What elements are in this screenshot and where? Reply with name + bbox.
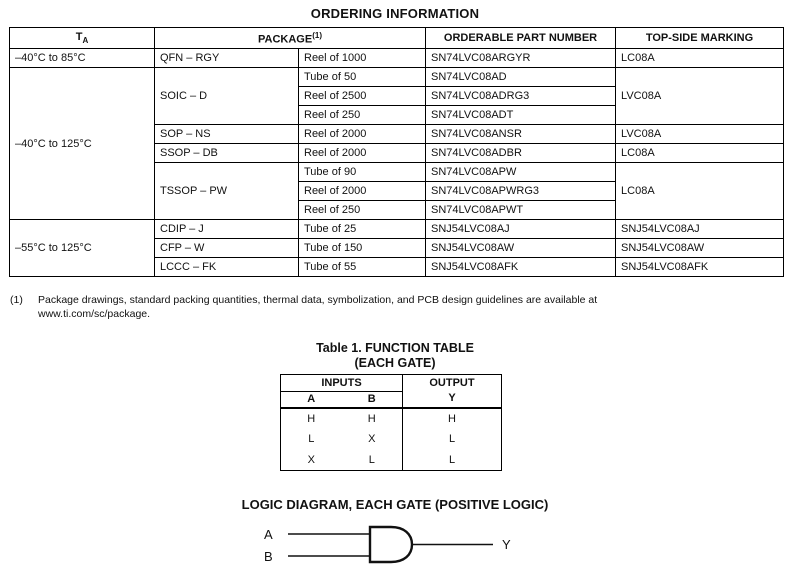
function-table-title-line2: (EACH GATE): [354, 356, 436, 370]
input-a-label: A: [264, 527, 273, 542]
marking-cell: LC08A: [615, 143, 785, 163]
output-value: L: [402, 449, 502, 471]
output-header: OUTPUT Y: [402, 374, 502, 409]
ta-cell: –55°C to 125°C: [9, 219, 155, 277]
output-header-label: OUTPUT: [429, 376, 475, 389]
marking-cell: LC08A: [615, 48, 785, 68]
package-header-footnote-ref: (1): [312, 30, 322, 40]
table-row: TSSOP – PW Tube of 90 SN74LVC08APW LC08A: [10, 162, 785, 220]
package-cell: TSSOP – PW: [154, 162, 299, 220]
package-cell: LCCC – FK: [154, 257, 299, 277]
inputs-header: INPUTS: [280, 374, 403, 392]
part-number-cell: SNJ54LVC08AW: [425, 238, 617, 258]
part-number-cell: SN74LVC08APWRG3: [425, 181, 617, 201]
input-b-header: B: [341, 391, 403, 409]
package-header: PACKAGE(1): [153, 27, 427, 49]
ta-cell: –40°C to 85°C: [9, 48, 155, 68]
quantity-cell: Reel of 2000: [297, 181, 427, 201]
quantity-cell: Tube of 25: [297, 219, 427, 239]
package-cell: SOP – NS: [154, 124, 299, 144]
quantity-cell: Tube of 90: [297, 162, 427, 182]
table-row: Reel of 250 SN74LVC08ADT: [10, 105, 784, 125]
function-table-row: X L L: [281, 449, 502, 471]
input-a-value: L: [308, 433, 315, 445]
table-row: Reel of 2500 SN74LVC08ADRG3: [10, 86, 784, 106]
table-row: –40°C to 85°C QFN – RGY Reel of 1000 SN7…: [9, 48, 785, 68]
ordering-header-row: TA PACKAGE(1) ORDERABLE PART NUMBER TOP-…: [9, 27, 785, 49]
input-b-value: L: [368, 453, 375, 466]
part-number-cell: SN74LVC08APWT: [425, 200, 617, 220]
input-b-value: H: [367, 412, 376, 425]
ta-cell: –40°C to 125°C: [9, 67, 155, 220]
ta-header: TA: [9, 27, 155, 49]
part-number-cell: SN74LVC08ARGYR: [425, 48, 617, 68]
output-value: H: [402, 407, 502, 429]
marking-cell: LVC08A: [615, 67, 785, 125]
ordering-information-title: ORDERING INFORMATION: [310, 6, 480, 21]
quantity-cell: Tube of 55: [297, 257, 427, 277]
part-number-cell: SN74LVC08ADBR: [425, 143, 617, 163]
function-table-subheader-row: A B: [280, 391, 502, 409]
table-row: –40°C to 125°C SOIC – D Tube of 50 SN74L…: [9, 67, 785, 220]
marking-cell: SNJ54LVC08AFK: [615, 257, 785, 277]
part-number-cell: SN74LVC08APW: [425, 162, 617, 182]
table-row: –55°C to 125°C CDIP – J Tube of 25 SNJ54…: [9, 219, 785, 277]
input-a-value: H: [307, 412, 316, 425]
input-b-value: X: [368, 433, 376, 445]
marking-cell: SNJ54LVC08AW: [615, 238, 785, 258]
marking-cell: SNJ54LVC08AJ: [615, 219, 785, 239]
part-number-cell: SN74LVC08ADRG3: [425, 86, 617, 106]
package-cell: SSOP – DB: [154, 143, 299, 163]
logic-diagram: A B Y: [264, 525, 511, 564]
footnote-number: (1): [10, 294, 23, 306]
quantity-cell: Reel of 2500: [297, 86, 427, 106]
function-table-row: L X L: [281, 428, 502, 450]
quantity-cell: Reel of 2000: [297, 143, 427, 163]
ta-header-label: T: [75, 30, 83, 43]
package-cell: SOIC – D: [154, 67, 299, 125]
ordering-table: TA PACKAGE(1) ORDERABLE PART NUMBER TOP-…: [9, 27, 785, 277]
footnote-text-line2: www.ti.com/sc/package.: [38, 308, 151, 320]
footnote-text-line1: Package drawings, standard packing quant…: [38, 294, 598, 306]
marking-cell: LC08A: [615, 162, 785, 220]
part-number-cell: SNJ54LVC08AJ: [425, 219, 617, 239]
output-y-label: Y: [502, 537, 511, 552]
quantity-cell: Reel of 250: [297, 200, 427, 220]
table-row: CFP – W Tube of 150 SNJ54LVC08AW SNJ54LV…: [10, 238, 785, 258]
quantity-cell: Reel of 1000: [297, 48, 427, 68]
function-table-title: Table 1. FUNCTION TABLE (EACH GATE): [0, 341, 790, 371]
part-number-header: ORDERABLE PART NUMBER: [425, 27, 617, 49]
input-a-header: A: [280, 391, 342, 409]
table-row: Reel of 250 SN74LVC08APWT: [10, 200, 784, 220]
output-column-label: Y: [448, 391, 456, 404]
logic-diagram-title: LOGIC DIAGRAM, EACH GATE (POSITIVE LOGIC…: [241, 497, 549, 512]
package-header-label: PACKAGE: [258, 33, 313, 46]
package-cell: QFN – RGY: [154, 48, 299, 68]
part-number-cell: SN74LVC08AD: [425, 67, 617, 87]
footnote: (1) Package drawings, standard packing q…: [10, 293, 738, 321]
quantity-cell: Tube of 50: [297, 67, 427, 87]
input-a-value: X: [307, 453, 315, 466]
function-table-title-line1: Table 1. FUNCTION TABLE: [316, 341, 474, 355]
quantity-cell: Reel of 2000: [297, 124, 427, 144]
function-table-header-row: INPUTS OUTPUT Y: [280, 374, 502, 409]
function-table-row: H H H: [281, 407, 502, 429]
and-gate-icon: [368, 525, 414, 564]
table-row: LCCC – FK Tube of 55 SNJ54LVC08AFK SNJ54…: [10, 257, 785, 277]
package-cell: CFP – W: [154, 238, 299, 258]
part-number-cell: SN74LVC08ANSR: [425, 124, 617, 144]
table-row: SSOP – DB Reel of 2000 SN74LVC08ADBR LC0…: [10, 143, 785, 163]
function-table: INPUTS OUTPUT Y A B H H H L X L X L L: [280, 374, 502, 471]
input-b-label: B: [264, 549, 273, 564]
part-number-cell: SN74LVC08ADT: [425, 105, 617, 125]
part-number-cell: SNJ54LVC08AFK: [425, 257, 617, 277]
output-value: L: [402, 428, 502, 450]
package-cell: CDIP – J: [154, 219, 299, 239]
ta-header-subscript: A: [82, 36, 89, 46]
marking-cell: LVC08A: [615, 124, 785, 144]
quantity-cell: Tube of 150: [297, 238, 427, 258]
quantity-cell: Reel of 250: [297, 105, 427, 125]
marking-header: TOP-SIDE MARKING: [615, 27, 785, 49]
